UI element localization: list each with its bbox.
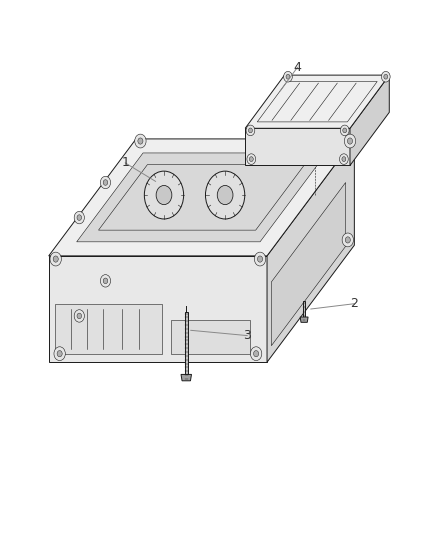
Circle shape	[156, 185, 172, 205]
Polygon shape	[303, 301, 305, 317]
Circle shape	[135, 134, 146, 148]
Circle shape	[74, 310, 85, 322]
Circle shape	[339, 154, 348, 165]
Circle shape	[340, 125, 349, 136]
Polygon shape	[267, 139, 354, 362]
Polygon shape	[350, 75, 389, 165]
Polygon shape	[184, 312, 188, 374]
Circle shape	[77, 215, 81, 220]
Text: 4: 4	[293, 61, 301, 74]
Circle shape	[345, 237, 350, 243]
Circle shape	[247, 154, 256, 165]
Circle shape	[145, 171, 184, 219]
Circle shape	[53, 256, 58, 262]
Circle shape	[284, 71, 292, 82]
Text: 2: 2	[350, 297, 358, 310]
Circle shape	[100, 274, 110, 287]
Circle shape	[74, 212, 85, 224]
Circle shape	[347, 138, 353, 144]
Circle shape	[251, 347, 262, 361]
Polygon shape	[171, 320, 250, 354]
Circle shape	[77, 313, 81, 319]
Circle shape	[54, 347, 65, 361]
Circle shape	[258, 256, 263, 262]
Circle shape	[342, 157, 346, 161]
Circle shape	[205, 171, 245, 219]
Polygon shape	[181, 374, 191, 381]
Polygon shape	[245, 128, 350, 165]
Text: 3: 3	[244, 329, 251, 342]
Circle shape	[217, 185, 233, 205]
Circle shape	[246, 125, 255, 136]
Circle shape	[286, 74, 290, 79]
Circle shape	[254, 351, 259, 357]
Circle shape	[103, 278, 108, 284]
Polygon shape	[49, 139, 354, 256]
Text: 1: 1	[121, 156, 129, 169]
Circle shape	[248, 128, 252, 133]
Circle shape	[384, 74, 388, 79]
Circle shape	[103, 180, 108, 185]
Polygon shape	[245, 75, 389, 128]
Circle shape	[249, 157, 253, 161]
Polygon shape	[55, 304, 162, 354]
Polygon shape	[77, 153, 326, 242]
Circle shape	[138, 138, 143, 144]
Circle shape	[254, 252, 266, 266]
Circle shape	[343, 128, 347, 133]
Circle shape	[50, 252, 61, 266]
Circle shape	[57, 351, 62, 357]
Circle shape	[344, 134, 356, 148]
Circle shape	[342, 233, 353, 247]
Circle shape	[100, 176, 110, 189]
Polygon shape	[49, 256, 267, 362]
Polygon shape	[300, 317, 308, 322]
Circle shape	[381, 71, 390, 82]
Polygon shape	[272, 182, 346, 346]
